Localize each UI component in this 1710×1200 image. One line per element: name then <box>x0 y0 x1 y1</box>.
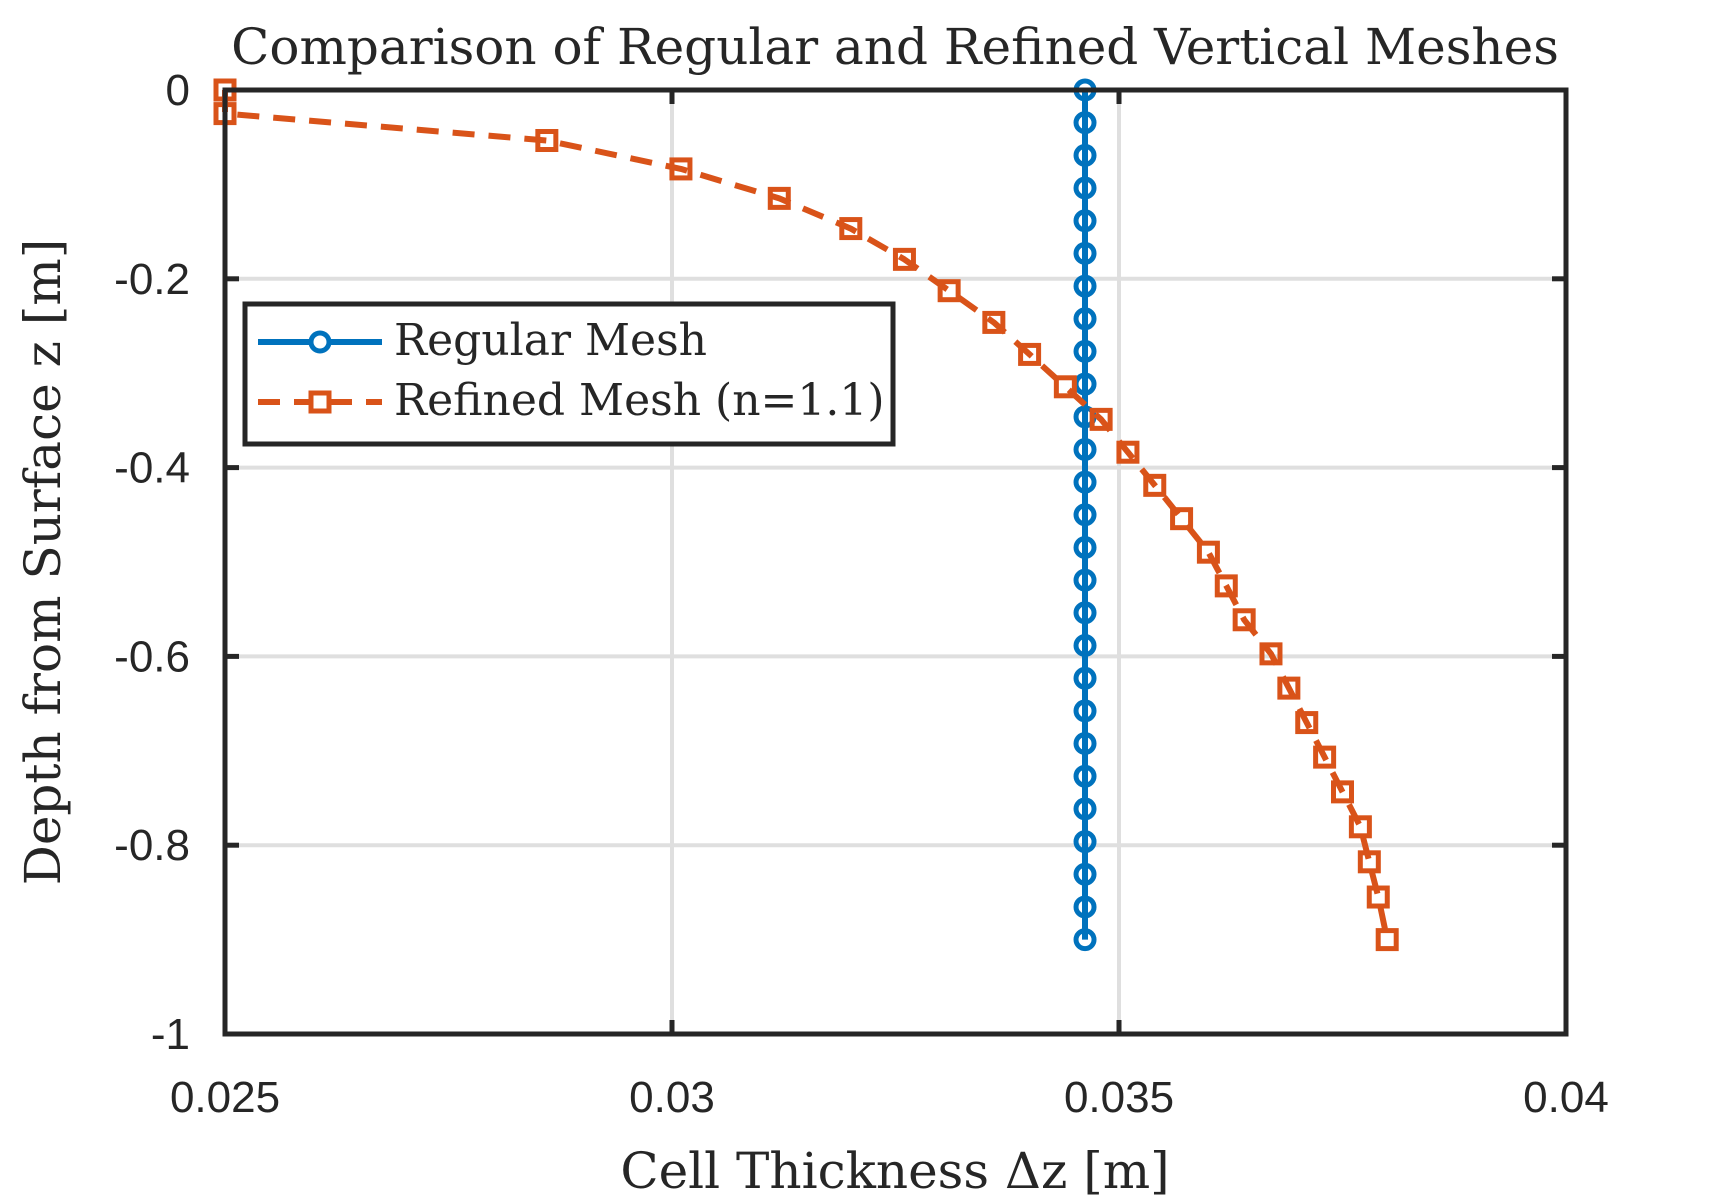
data-point-refined <box>839 217 863 241</box>
grid <box>225 90 1566 1034</box>
data-point-regular <box>1073 437 1097 461</box>
data-point-refined <box>1375 928 1399 952</box>
y-tick-label: -0.2 <box>114 255 190 304</box>
data-point-refined <box>1232 608 1256 632</box>
data-point-refined <box>982 310 1006 334</box>
data-point-regular <box>1073 176 1097 200</box>
data-point-regular <box>1073 535 1097 559</box>
x-tick-label: 0.025 <box>170 1073 280 1122</box>
data-point-refined <box>1053 375 1077 399</box>
data-point-refined <box>1018 342 1042 366</box>
data-point-refined <box>892 247 916 271</box>
legend: Regular Mesh Refined Mesh (n=1.1) <box>242 301 896 447</box>
data-point-refined <box>1143 473 1167 497</box>
legend-marker-refined <box>308 390 332 414</box>
data-point-regular <box>1073 764 1097 788</box>
y-axis-label: Depth from Surface z [m] <box>14 239 72 886</box>
x-axis-label: Cell Thickness Δz [m] <box>620 1142 1169 1200</box>
data-point-regular <box>1073 568 1097 592</box>
plot-frame <box>222 87 1569 1037</box>
series-layer <box>213 78 1399 952</box>
data-point-regular <box>1073 797 1097 821</box>
legend-marker-regular <box>308 330 332 354</box>
data-point-refined <box>1313 745 1337 769</box>
data-point-refined <box>535 129 559 153</box>
legend-box <box>242 301 896 447</box>
x-tick-label: 0.03 <box>629 1073 715 1122</box>
data-point-regular <box>1073 862 1097 886</box>
data-point-regular <box>1073 274 1097 298</box>
data-point-refined <box>767 186 791 210</box>
data-point-regular <box>1073 699 1097 723</box>
data-point-refined <box>1277 676 1301 700</box>
data-point-refined <box>1214 574 1238 598</box>
data-point-regular <box>1073 241 1097 265</box>
data-point-refined <box>669 157 693 181</box>
data-point-refined <box>1196 540 1220 564</box>
data-point-regular <box>1073 895 1097 919</box>
tick-labels: 0.025 0.03 0.035 0.04 0 -0.2 -0.4 -0.6 -0.8 -1 <box>114 66 1609 1122</box>
data-point-regular <box>1073 666 1097 690</box>
data-point-refined <box>1259 642 1283 666</box>
data-point-regular <box>1073 143 1097 167</box>
y-tick-label: -0.8 <box>114 821 190 870</box>
legend-label-refined: Refined Mesh (n=1.1) <box>394 375 885 426</box>
data-point-refined <box>1348 815 1372 839</box>
data-point-regular <box>1073 209 1097 233</box>
series-line-refined <box>222 90 1391 941</box>
chart-title: Comparison of Regular and Refined Vertic… <box>231 18 1559 76</box>
y-tick-label: -0.4 <box>114 444 190 493</box>
data-point-regular <box>1073 928 1097 952</box>
ticks <box>222 87 1569 1037</box>
data-point-refined <box>1089 407 1113 431</box>
data-point-refined <box>1170 507 1194 531</box>
y-tick-label: 0 <box>166 66 190 115</box>
data-point-refined <box>1366 885 1390 909</box>
data-point-refined <box>1357 850 1381 874</box>
data-point-refined <box>1295 711 1319 735</box>
data-point-regular <box>1073 470 1097 494</box>
data-point-regular <box>1073 601 1097 625</box>
data-point-regular <box>1073 503 1097 527</box>
data-point-refined <box>937 279 961 303</box>
data-point-regular <box>1073 830 1097 854</box>
data-point-refined <box>1331 780 1354 804</box>
x-tick-label: 0.035 <box>1064 1073 1174 1122</box>
x-tick-label: 0.04 <box>1523 1073 1609 1122</box>
data-point-regular <box>1073 634 1097 658</box>
data-point-regular <box>1073 732 1097 756</box>
data-point-refined <box>1116 440 1140 464</box>
y-tick-label: -0.6 <box>114 632 190 681</box>
y-tick-label: -1 <box>151 1010 190 1059</box>
data-point-regular <box>1073 339 1097 363</box>
data-point-regular <box>1073 111 1097 135</box>
data-point-regular <box>1073 307 1097 331</box>
legend-label-regular: Regular Mesh <box>394 315 707 366</box>
